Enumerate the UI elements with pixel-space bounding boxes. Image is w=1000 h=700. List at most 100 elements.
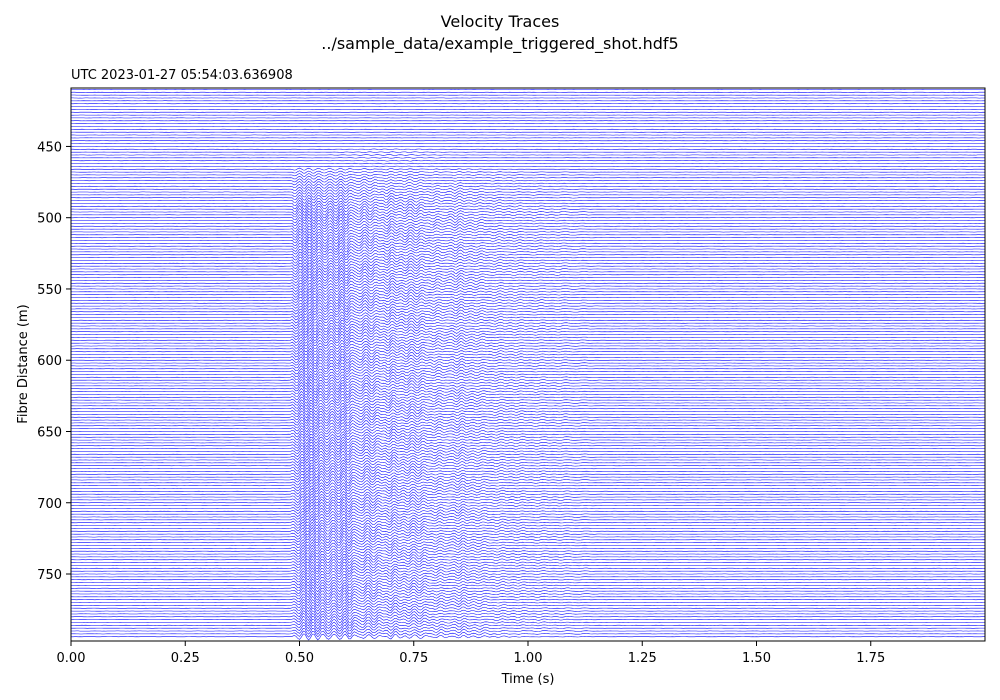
velocity-trace	[71, 490, 985, 499]
velocity-trace	[71, 473, 985, 482]
velocity-trace	[71, 290, 985, 299]
velocity-trace	[71, 618, 985, 627]
x-axis: 0.00 0.25 0.50 0.75 1.00 1.25 1.50 1.75	[57, 641, 885, 666]
velocity-trace	[71, 527, 985, 535]
velocity-trace	[71, 479, 985, 487]
velocity-trace	[71, 285, 985, 293]
chart-subtitle: ../sample_data/example_triggered_shot.hd…	[321, 34, 678, 54]
velocity-trace	[71, 211, 985, 219]
velocity-trace	[71, 330, 985, 339]
velocity-trace	[71, 296, 985, 305]
velocity-trace	[71, 581, 985, 590]
velocity-trace	[71, 615, 985, 624]
velocity-trace	[71, 148, 985, 150]
y-tick-label: 500	[37, 212, 62, 227]
velocity-trace	[71, 592, 985, 601]
velocity-trace	[71, 544, 985, 552]
velocity-trace	[71, 501, 985, 510]
velocity-trace	[71, 160, 985, 162]
velocity-trace	[71, 453, 985, 461]
velocity-trace	[71, 339, 985, 347]
velocity-trace	[71, 529, 985, 538]
velocity-trace	[71, 313, 985, 322]
velocity-trace	[71, 222, 985, 230]
velocity-trace	[71, 596, 985, 604]
velocity-trace	[71, 485, 985, 492]
velocity-trace	[71, 233, 985, 242]
velocity-trace	[71, 550, 985, 558]
chart-title: Velocity Traces	[441, 12, 560, 31]
velocity-trace	[71, 555, 985, 564]
velocity-trace	[71, 590, 985, 598]
x-tick-label: 1.00	[514, 651, 543, 666]
velocity-trace	[71, 521, 985, 529]
velocity-trace	[71, 181, 985, 186]
velocity-trace	[71, 422, 985, 430]
velocity-trace	[71, 267, 985, 276]
velocity-trace	[71, 399, 985, 407]
velocity-trace	[71, 552, 985, 561]
velocity-trace	[71, 359, 985, 367]
velocity-trace	[71, 433, 985, 442]
velocity-trace	[71, 316, 985, 324]
velocity-trace	[71, 610, 985, 618]
velocity-trace	[71, 373, 985, 381]
velocity-trace	[71, 516, 985, 524]
velocity-trace	[71, 410, 985, 419]
velocity-trace	[71, 186, 985, 192]
velocity-trace	[71, 279, 985, 287]
velocity-trace	[71, 436, 985, 445]
velocity-trace	[71, 225, 985, 233]
velocity-trace	[71, 584, 985, 593]
velocity-trace	[71, 627, 985, 635]
velocity-trace	[71, 333, 985, 341]
velocity-trace	[71, 319, 985, 327]
velocity-trace	[71, 170, 985, 174]
velocity-trace	[71, 262, 985, 271]
velocity-trace	[71, 407, 985, 416]
velocity-trace	[71, 384, 985, 393]
velocity-trace	[71, 157, 985, 159]
velocity-trace	[71, 322, 985, 330]
velocity-trace	[71, 538, 985, 547]
velocity-trace	[71, 381, 985, 390]
velocity-trace	[71, 518, 985, 527]
velocity-trace	[71, 439, 985, 448]
x-tick-label: 0.25	[171, 651, 200, 666]
velocity-trace	[71, 259, 985, 268]
velocity-trace	[71, 532, 985, 541]
x-tick-label: 1.25	[628, 651, 657, 666]
velocity-trace	[71, 192, 985, 198]
velocity-trace	[71, 604, 985, 613]
velocity-trace	[71, 578, 985, 587]
velocity-trace	[71, 510, 985, 518]
velocity-trace	[71, 167, 985, 171]
timestamp-label: UTC 2023-01-27 05:54:03.636908	[71, 68, 293, 83]
x-tick-label: 0.75	[399, 651, 428, 666]
velocity-trace	[71, 482, 985, 490]
y-axis-label: Fibre Distance (m)	[16, 304, 31, 423]
velocity-trace	[71, 199, 985, 207]
x-tick-label: 1.50	[742, 651, 771, 666]
velocity-trace	[71, 541, 985, 549]
velocity-trace	[71, 428, 985, 436]
velocity-trace	[71, 273, 985, 282]
velocity-trace	[71, 416, 985, 425]
velocity-trace	[71, 402, 985, 410]
velocity-trace	[71, 601, 985, 610]
y-tick-label: 750	[37, 568, 62, 583]
velocity-trace	[71, 464, 985, 473]
velocity-trace	[71, 470, 985, 479]
velocity-trace	[71, 257, 985, 265]
velocity-trace	[71, 404, 985, 413]
velocity-trace	[71, 270, 985, 279]
velocity-trace	[71, 208, 985, 216]
velocity-trace	[71, 282, 985, 290]
velocity-trace	[71, 475, 985, 484]
velocity-trace	[71, 441, 985, 450]
velocity-trace	[71, 302, 985, 310]
velocity-trace	[71, 175, 985, 180]
velocity-trace	[71, 299, 985, 308]
velocity-trace	[71, 305, 985, 313]
velocity-trace	[71, 370, 985, 378]
